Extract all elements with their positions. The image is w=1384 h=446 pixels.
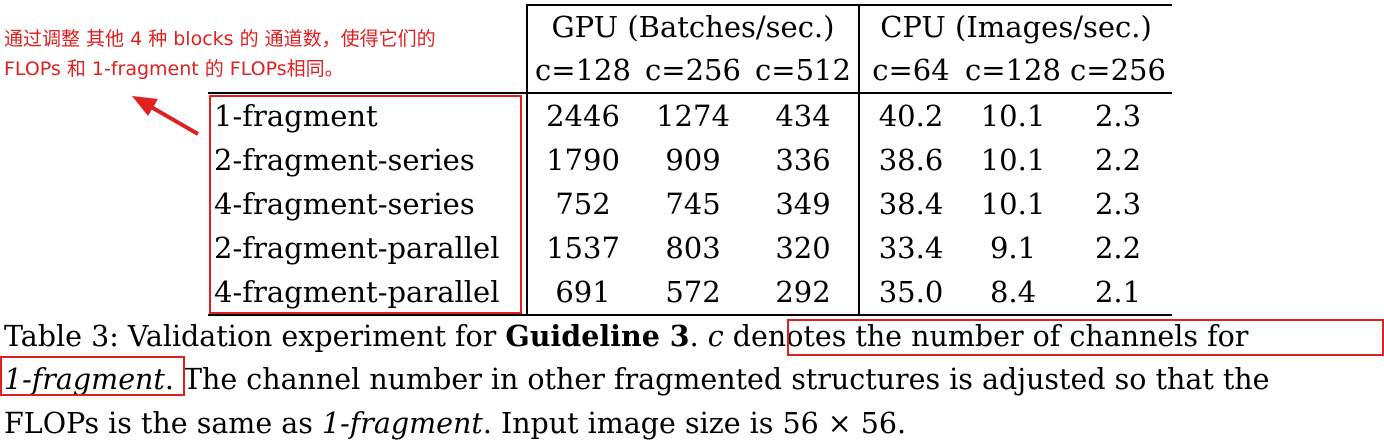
row-name: 1-fragment — [208, 93, 528, 138]
table-cell: 38.4 — [878, 187, 944, 221]
table-cell: 2.2 — [1094, 231, 1142, 265]
table-cell: 9.1 — [989, 231, 1037, 265]
caption-line-2: 1-fragment. The channel number in other … — [4, 358, 1384, 402]
caption-line-3: FLOPs is the same as 1-fragment. Input i… — [4, 402, 1384, 446]
group-header-gpu: GPU (Batches/sec.) — [527, 4, 860, 48]
table-cell: 336 — [748, 138, 860, 182]
caption-label: Table 3: Validation experiment for — [4, 320, 506, 353]
table-cell: 292 — [748, 270, 860, 316]
row-name: 4-fragment-series — [208, 182, 528, 226]
table-row: 2-fragment-parallel 1537 803 320 33.4 9.… — [208, 226, 1172, 270]
table-row: 2-fragment-series 1790 909 336 38.6 10.1… — [208, 138, 1172, 182]
table-caption: Table 3: Validation experiment for Guide… — [4, 314, 1384, 446]
sub-header: c=256 — [1064, 48, 1172, 94]
highlight-box-caption-c — [787, 319, 1384, 356]
table-row: 4-fragment-series 752 745 349 38.4 10.1 … — [208, 182, 1172, 226]
table-cell: 33.4 — [878, 231, 944, 265]
table-cell: 349 — [748, 182, 860, 226]
table-cell: 10.1 — [980, 187, 1046, 221]
sub-header: c=128 — [962, 48, 1064, 94]
caption-italic-2: 1-fragment — [321, 407, 483, 440]
table-cell: 10.1 — [980, 143, 1046, 177]
corner-cell-2 — [208, 48, 528, 94]
table-cell: 2.3 — [1094, 187, 1142, 221]
table-cell: 2.2 — [1094, 143, 1142, 177]
table-row: 4-fragment-parallel 691 572 292 35.0 8.4… — [208, 270, 1172, 316]
sub-header: c=512 — [748, 48, 860, 94]
caption-line-1: Table 3: Validation experiment for Guide… — [4, 314, 1384, 358]
table-cell: 691 — [527, 270, 638, 316]
table-cell: 1790 — [546, 143, 620, 177]
table-row: 1-fragment 2446 1274 434 40.2 10.1 2.3 — [208, 93, 1172, 138]
highlight-box-row-names — [209, 95, 522, 314]
table-cell: 803 — [665, 231, 721, 265]
table-cell: 320 — [748, 226, 860, 270]
caption-italic-1: 1-fragment — [4, 363, 165, 396]
table-cell: 2.3 — [1094, 99, 1142, 133]
caption-line-2-rest: . The channel number in other fragmented… — [164, 363, 1270, 396]
table-cell: 8.4 — [962, 270, 1064, 316]
table-cell: 1274 — [656, 99, 730, 133]
caption-line-3b: . Input image size is 56 × 56. — [482, 407, 907, 440]
sub-header: c=64 — [859, 48, 962, 94]
table-cell: 434 — [748, 93, 860, 138]
highlight-box-caption-1fragment — [0, 356, 185, 396]
table-cell: 909 — [665, 143, 721, 177]
table-cell: 752 — [555, 187, 611, 221]
table-cell: 38.6 — [878, 143, 944, 177]
sub-header: c=128 — [527, 48, 638, 94]
caption-line-3a: FLOPs is the same as — [4, 407, 322, 440]
row-name: 2-fragment-series — [208, 138, 528, 182]
group-header-cpu: CPU (Images/sec.) — [859, 4, 1172, 48]
caption-guideline: Guideline 3 — [505, 319, 690, 353]
table-cell: 40.2 — [878, 99, 944, 133]
table-cell: 2.1 — [1064, 270, 1172, 316]
table-cell: 572 — [638, 270, 748, 316]
sub-header: c=256 — [638, 48, 748, 94]
caption-c-symbol: c — [707, 320, 724, 353]
table-cell: 745 — [665, 187, 721, 221]
table-cell: 10.1 — [980, 99, 1046, 133]
corner-cell — [208, 5, 528, 48]
row-name: 4-fragment-parallel — [208, 270, 528, 316]
caption-sep: . — [689, 320, 708, 353]
row-name: 2-fragment-parallel — [208, 226, 528, 270]
caption-c-rest: denotes the number of channels for — [723, 320, 1249, 353]
table-cell: 2446 — [546, 99, 620, 133]
results-table: GPU (Batches/sec.) CPU (Images/sec.) c=1… — [208, 4, 1172, 316]
table-cell: 35.0 — [859, 270, 962, 316]
table-cell: 1537 — [546, 231, 620, 265]
